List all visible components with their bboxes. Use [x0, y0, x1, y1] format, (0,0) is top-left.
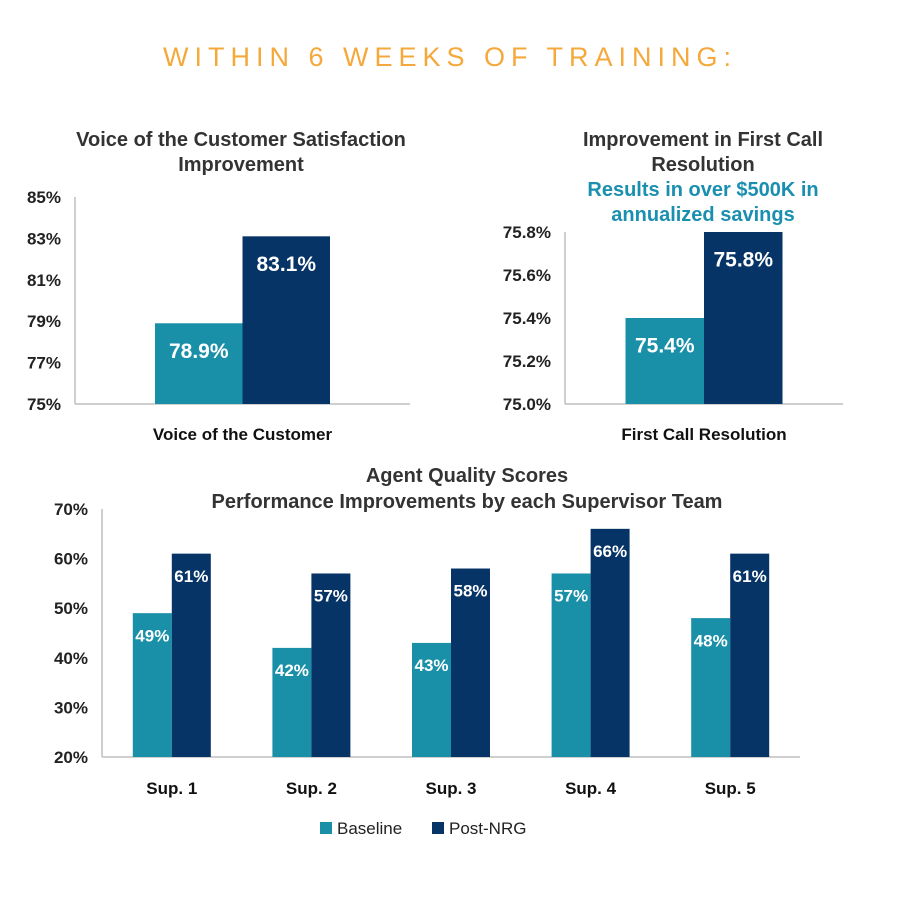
aqs-bar-post — [171, 553, 211, 757]
aqs-data-label: 61% — [733, 567, 767, 586]
voc-title-line-2: Improvement — [178, 154, 304, 176]
aqs-ytick-label: 70% — [54, 500, 88, 519]
aqs-bar-baseline — [691, 618, 731, 757]
aqs-category-label: Sup. 1 — [146, 779, 197, 798]
aqs-ytick-label: 30% — [54, 698, 88, 717]
legend-baseline-label: Baseline — [337, 819, 402, 838]
voc-bar-post — [242, 236, 330, 404]
fcr-data-label: 75.8% — [713, 249, 773, 272]
aqs-bar-baseline — [551, 573, 591, 757]
voc-data-label: 78.9% — [169, 340, 229, 363]
voc-ytick-label: 75% — [27, 395, 61, 414]
aqs-ytick-label: 20% — [54, 748, 88, 767]
aqs-data-label: 57% — [314, 587, 348, 606]
fcr-annotation-line-2: annualized savings — [611, 204, 794, 226]
fcr-ytick-label: 75.6% — [503, 266, 551, 285]
fcr-ytick-label: 75.0% — [503, 395, 551, 414]
aqs-category-label: Sup. 4 — [565, 779, 617, 798]
aqs-title-line-1: Agent Quality Scores — [366, 465, 568, 487]
legend-post-swatch — [432, 822, 444, 834]
voc-title-line-1: Voice of the Customer Satisfaction — [76, 129, 406, 151]
fcr-title-line-1: Improvement in First Call — [583, 129, 823, 151]
fcr-data-label: 75.4% — [635, 335, 695, 358]
aqs-data-label: 58% — [453, 582, 487, 601]
aqs-data-label: 43% — [414, 656, 448, 675]
aqs-bar-post — [730, 553, 770, 757]
aqs-ytick-label: 40% — [54, 649, 88, 668]
voc-ytick-label: 77% — [27, 354, 61, 373]
fcr-category-label: First Call Resolution — [621, 425, 786, 444]
voc-category-label: Voice of the Customer — [153, 425, 333, 444]
aqs-title-line-2: Performance Improvements by each Supervi… — [212, 491, 723, 513]
legend-post-label: Post-NRG — [449, 819, 526, 838]
aqs-bar-baseline — [412, 642, 451, 757]
fcr-bar-post — [704, 232, 783, 404]
fcr-title-line-2: Resolution — [651, 154, 754, 176]
aqs-data-label: 49% — [135, 626, 169, 645]
aqs-data-label: 61% — [174, 567, 208, 586]
aqs-data-label: 48% — [694, 631, 728, 650]
fcr-ytick-label: 75.2% — [503, 352, 551, 371]
voc-ytick-label: 85% — [27, 188, 61, 207]
headline: WITHIN 6 WEEKS OF TRAINING: — [162, 42, 738, 72]
aqs-data-label: 66% — [593, 542, 627, 561]
aqs-category-label: Sup. 3 — [425, 779, 476, 798]
aqs-category-label: Sup. 2 — [286, 779, 337, 798]
aqs-category-label: Sup. 5 — [705, 779, 756, 798]
aqs-data-label: 42% — [275, 661, 309, 680]
voc-ytick-label: 81% — [27, 271, 61, 290]
aqs-ytick-label: 50% — [54, 599, 88, 618]
aqs-bar-post — [451, 568, 490, 757]
voc-bar-baseline — [155, 323, 243, 404]
aqs-bar-post — [311, 573, 351, 757]
fcr-annotation-line-1: Results in over $500K in — [587, 179, 818, 201]
aqs-bar-baseline — [272, 647, 312, 757]
aqs-bar-post — [590, 528, 630, 757]
fcr-ytick-label: 75.8% — [503, 223, 551, 242]
fcr-bar-baseline — [625, 318, 704, 404]
voc-data-label: 83.1% — [256, 253, 316, 276]
voc-ytick-label: 83% — [27, 229, 61, 248]
aqs-data-label: 57% — [554, 587, 588, 606]
voc-ytick-label: 79% — [27, 312, 61, 331]
aqs-ytick-label: 60% — [54, 550, 88, 569]
fcr-ytick-label: 75.4% — [503, 309, 551, 328]
aqs-bar-baseline — [132, 613, 172, 757]
legend-baseline-swatch — [320, 822, 332, 834]
